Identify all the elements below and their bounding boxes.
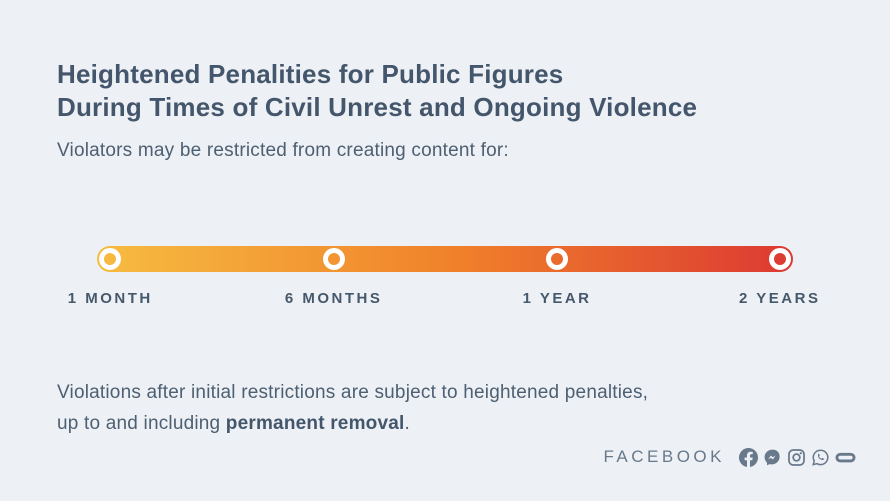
timeline-bar [97,246,793,272]
page-title-line2: During Times of Civil Unrest and Ongoing… [57,92,698,122]
footer-note-line2: up to and including permanent removal. [57,413,410,434]
page-title-line1: Heightened Penalities for Public Figures [57,59,564,89]
footer-note-line1: Violations after initial restrictions ar… [57,382,649,403]
facebook-icon [739,447,758,467]
timeline-marker-3 [546,248,569,270]
timeline-label-4: 2 YEARS [739,290,821,307]
social-icon-row [739,447,856,467]
timeline-marker-2 [322,248,345,270]
instagram-icon [787,448,806,467]
whatsapp-icon [811,448,830,467]
timeline-label-1: 1 MONTH [67,290,153,307]
facebook-wordmark: FACEBOOK [603,447,725,466]
timeline-marker-1 [99,248,122,270]
brand-footer: FACEBOOK [603,447,856,467]
timeline-label-3: 1 YEAR [522,290,592,307]
permanent-removal-emphasis: permanent removal [225,413,405,434]
oculus-icon [835,448,856,467]
timeline-marker-4 [768,248,791,270]
timeline-label-2: 6 MONTHS [284,290,383,307]
page-subtitle: Violators may be restricted from creatin… [57,140,509,161]
footer-note: Violations after initial restrictions ar… [57,377,648,439]
timeline: 1 MONTH 6 MONTHS 1 YEAR 2 YEARS [68,246,818,316]
page-title: Heightened Penalities for Public Figures… [57,58,697,124]
messenger-icon [763,448,782,467]
